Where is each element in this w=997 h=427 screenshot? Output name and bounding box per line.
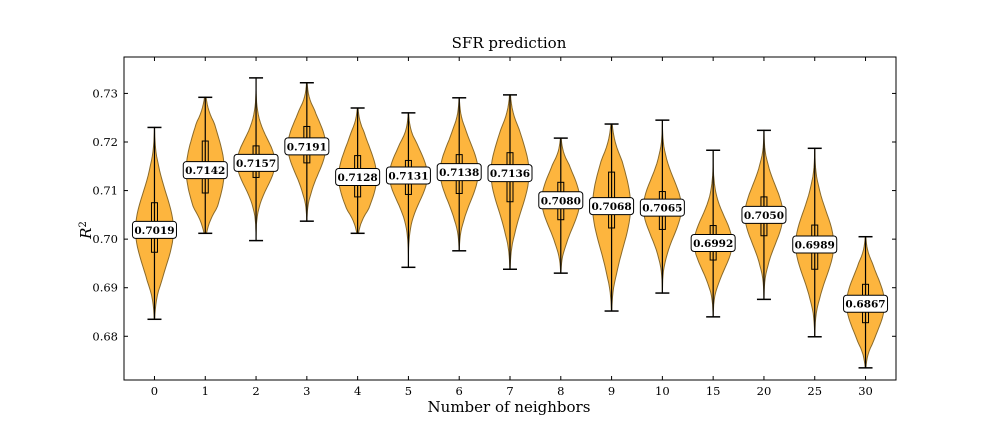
axes: 0.68 0.69 0.70 0.71 0.72 0.73 0 1 2 3 4 5 6 7 8 9 10 15 20… xyxy=(92,56,897,398)
median-label-box-4 xyxy=(335,167,381,186)
median-label-text-1: 0.7142 xyxy=(185,165,225,177)
chart-title: SFR prediction xyxy=(452,34,567,52)
median-label-9: 0.7068 xyxy=(589,197,635,216)
x-tick-label-25: 25 xyxy=(807,384,822,398)
median-label-8: 0.7080 xyxy=(538,191,584,210)
x-tick-label-15: 15 xyxy=(706,384,721,398)
median-label-20: 0.7050 xyxy=(741,205,787,224)
median-label-4: 0.7128 xyxy=(335,167,381,186)
median-label-box-5 xyxy=(385,166,431,185)
median-label-box-9 xyxy=(589,197,635,216)
median-label-box-20 xyxy=(741,205,787,224)
y-tick-label-1: 0.69 xyxy=(92,281,118,295)
x-tick-label-6: 6 xyxy=(456,384,463,398)
median-label-text-4: 0.7128 xyxy=(338,172,378,184)
median-label-6: 0.7138 xyxy=(436,163,482,182)
median-label-1: 0.7142 xyxy=(182,161,228,180)
y-tick-label-3: 0.71 xyxy=(92,184,118,198)
x-tick-label-7: 7 xyxy=(506,384,513,398)
x-tick-label-8: 8 xyxy=(557,384,564,398)
median-label-text-7: 0.7136 xyxy=(490,168,530,180)
violin-15 xyxy=(693,149,733,318)
y-tick-label-2: 0.70 xyxy=(92,232,118,246)
x-tick-label-0: 0 xyxy=(151,384,158,398)
median-label-text-30: 0.6867 xyxy=(845,299,885,311)
median-label-box-25 xyxy=(792,235,838,254)
x-tick-label-10: 10 xyxy=(655,384,670,398)
median-label-text-15: 0.6992 xyxy=(693,238,733,250)
x-tick-label-30: 30 xyxy=(858,384,873,398)
median-label-7: 0.7136 xyxy=(487,164,533,183)
median-label-30: 0.6867 xyxy=(843,294,889,313)
median-label-15: 0.6992 xyxy=(690,234,736,253)
median-label-box-2 xyxy=(233,153,279,172)
x-axis-label: Number of neighbors xyxy=(428,398,591,416)
median-label-text-25: 0.6989 xyxy=(795,239,835,251)
y-tick-label-4: 0.72 xyxy=(92,135,118,149)
median-label-box-6 xyxy=(436,163,482,182)
x-tick-label-5: 5 xyxy=(405,384,412,398)
violin-5 xyxy=(388,112,428,269)
median-label-text-20: 0.7050 xyxy=(744,210,784,222)
median-labels: 0.7019 0.7142 0.7157 0.7191 0.7128 0.7131 0.71… xyxy=(131,137,889,313)
median-label-box-30 xyxy=(843,294,889,313)
median-label-25: 0.6989 xyxy=(792,235,838,254)
median-label-3: 0.7191 xyxy=(284,137,330,156)
y-axis-label: R2 xyxy=(77,221,95,240)
median-label-box-1 xyxy=(182,161,228,180)
y-axis-label-base: R xyxy=(77,228,95,240)
x-tick-label-3: 3 xyxy=(303,384,310,398)
median-label-text-2: 0.7157 xyxy=(236,158,276,170)
median-label-box-10 xyxy=(639,198,685,217)
x-tick-label-20: 20 xyxy=(757,384,772,398)
median-label-0: 0.7019 xyxy=(131,220,177,239)
x-tick-label-2: 2 xyxy=(252,384,259,398)
y-tick-label-5: 0.73 xyxy=(92,86,118,100)
median-label-10: 0.7065 xyxy=(639,198,685,217)
y-tick-label-0: 0.68 xyxy=(92,329,118,343)
median-label-text-10: 0.7065 xyxy=(642,203,682,215)
median-label-text-6: 0.7138 xyxy=(439,167,479,179)
median-label-text-0: 0.7019 xyxy=(134,225,174,237)
median-label-box-0 xyxy=(131,220,177,239)
median-label-text-8: 0.7080 xyxy=(541,195,581,207)
x-tick-label-4: 4 xyxy=(354,384,361,398)
x-tick-label-9: 9 xyxy=(608,384,615,398)
median-label-box-8 xyxy=(538,191,584,210)
median-label-text-9: 0.7068 xyxy=(591,201,631,213)
y-axis-label-superscript: 2 xyxy=(78,221,89,227)
median-label-text-3: 0.7191 xyxy=(287,141,327,153)
median-label-box-3 xyxy=(284,137,330,156)
median-label-box-15 xyxy=(690,234,736,253)
median-label-box-7 xyxy=(487,164,533,183)
median-label-2: 0.7157 xyxy=(233,153,279,172)
median-label-text-5: 0.7131 xyxy=(388,171,428,183)
median-label-5: 0.7131 xyxy=(385,166,431,185)
x-tick-label-1: 1 xyxy=(202,384,209,398)
